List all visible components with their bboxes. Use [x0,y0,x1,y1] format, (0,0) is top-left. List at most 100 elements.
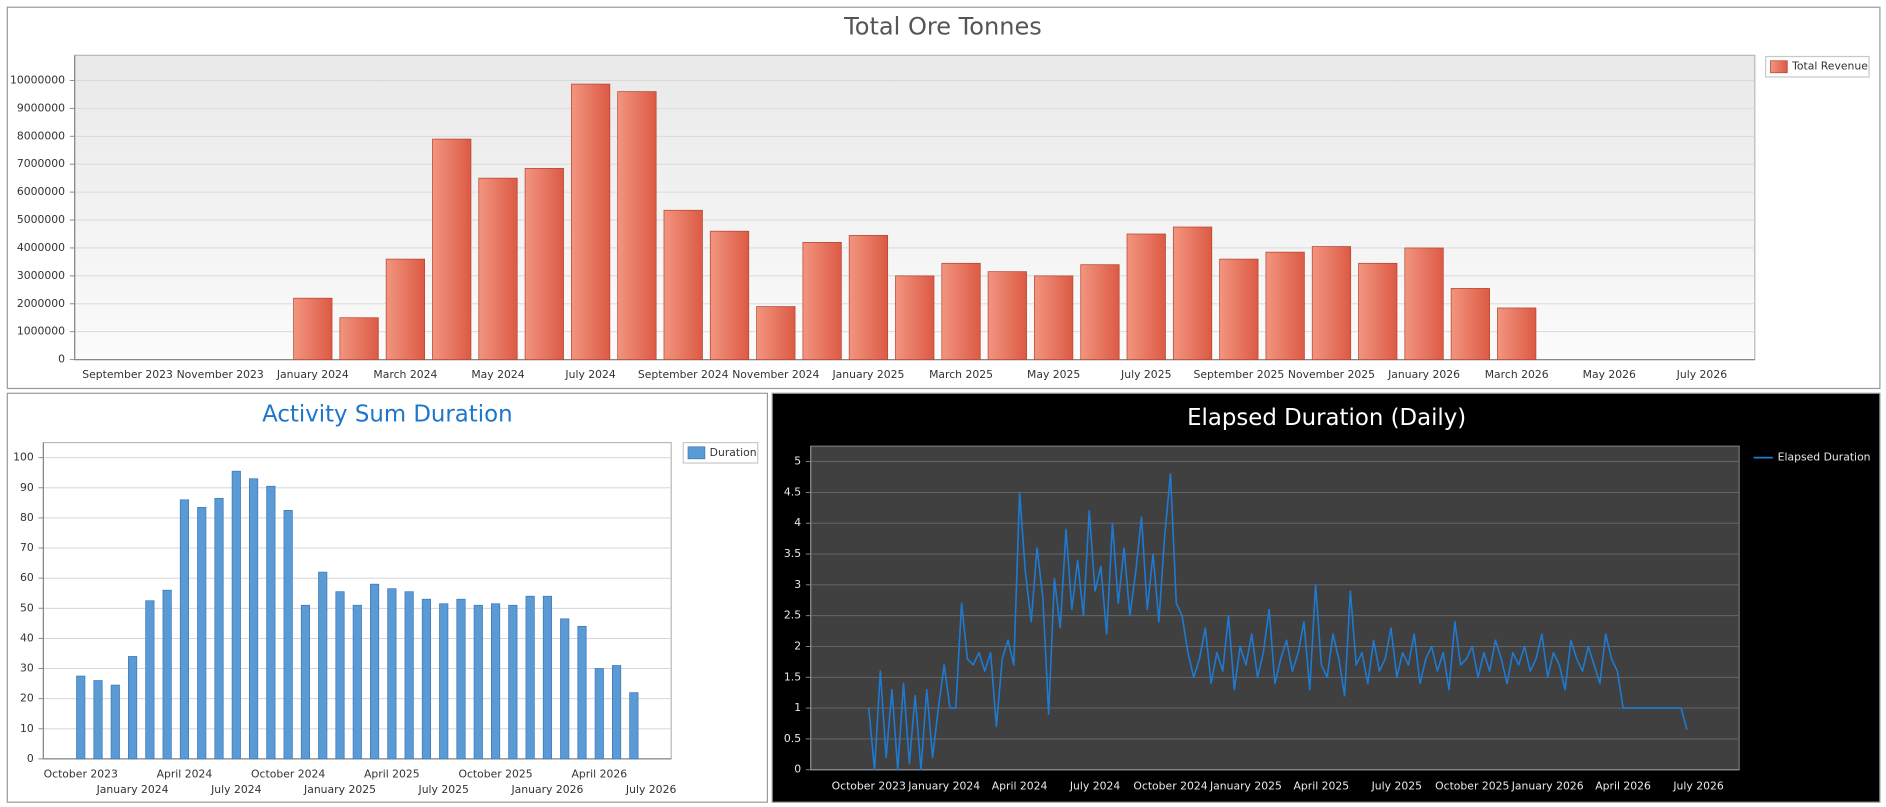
bar [1126,233,1166,360]
bar [266,485,276,760]
y-tick-label: 60 [20,571,34,584]
x-tick-label: April 2025 [364,768,420,781]
bar [231,470,241,760]
y-tick-label: 3.5 [784,547,801,560]
bar [318,571,328,760]
bar [439,603,449,760]
bar [895,275,935,360]
legend-box [1765,55,1870,78]
bar [629,692,639,760]
x-tick-label: January 2024 [276,368,349,381]
bar [76,675,86,760]
bar [594,668,604,760]
bar [1080,264,1120,360]
x-tick-label: March 2026 [1485,368,1549,381]
chart-title: Total Ore Tonnes [843,13,1042,41]
bar [249,478,259,760]
y-tick-label: 2.5 [784,609,801,622]
x-tick-label: April 2025 [1294,780,1350,793]
bar [987,271,1027,360]
x-tick-label: January 2026 [510,783,583,796]
x-tick-label: April 2024 [157,768,213,781]
x-tick-label: April 2026 [571,768,627,781]
bar [1358,262,1398,360]
bar [525,595,535,760]
bar [542,595,553,760]
x-tick-label: September 2024 [638,368,729,381]
x-tick-label: July 2025 [418,783,469,796]
y-tick-label: 1000000 [17,325,65,338]
x-tick-label: July 2025 [1120,368,1171,381]
chart-title: Activity Sum Duration [262,401,512,427]
bar [456,598,466,760]
y-tick-label: 8000000 [17,129,65,142]
bar [352,604,362,760]
x-tick-label: July 2024 [1069,780,1121,793]
bar [110,684,120,760]
bar [577,625,587,760]
y-tick-label: 70 [20,541,34,554]
bar [941,262,981,360]
legend-label: Elapsed Duration [1778,451,1871,464]
bar [283,510,293,760]
y-tick-label: 7000000 [17,157,65,170]
x-tick-label: July 2024 [210,783,262,796]
y-tick-label: 5000000 [17,213,65,226]
bar [473,604,483,760]
legend-label: Duration [710,446,757,459]
bar [491,603,501,760]
x-tick-label: January 2025 [831,368,904,381]
y-tick-label: 1.5 [784,670,801,683]
y-tick-label: 50 [20,601,34,614]
bar [802,241,842,360]
bar [339,317,379,360]
x-tick-label: October 2024 [251,768,325,781]
bar [385,258,426,360]
bar [1034,275,1074,360]
bar [617,91,657,360]
x-tick-label: January 2026 [1387,368,1460,381]
x-tick-label: January 2025 [1209,780,1282,793]
chart-title: Elapsed Duration (Daily) [1187,405,1466,431]
bar [370,583,380,760]
x-tick-label: October 2023 [44,768,118,781]
bar [93,680,103,760]
x-tick-label: October 2024 [1133,780,1207,793]
y-tick-label: 9000000 [17,101,65,114]
y-tick-label: 4000000 [17,241,65,254]
y-tick-label: 30 [20,662,34,675]
x-tick-label: July 2026 [1672,780,1724,793]
x-tick-label: January 2024 [907,780,980,793]
y-tick-label: 4.5 [784,485,801,498]
bar [1404,247,1444,360]
x-tick-label: January 2026 [1511,780,1584,793]
bar [421,598,432,760]
y-tick-label: 100 [13,451,34,464]
y-tick-label: 2 [794,639,801,652]
x-tick-label: November 2024 [732,368,819,381]
bar [612,665,622,760]
bar [432,138,472,360]
y-tick-label: 4 [794,516,801,529]
x-tick-label: July 2026 [1676,368,1728,381]
x-tick-label: July 2024 [564,368,616,381]
x-tick-label: May 2026 [1583,368,1636,381]
y-tick-label: 3 [794,578,801,591]
plot-area [810,445,1740,771]
x-tick-label: April 2024 [992,780,1048,793]
x-tick-label: April 2026 [1595,780,1651,793]
bar [709,230,750,360]
bar [162,589,172,760]
x-tick-label: October 2023 [832,780,906,793]
bar [1172,226,1213,360]
bar [663,209,703,360]
bar [128,656,138,760]
bar [300,604,311,760]
x-tick-label: September 2023 [82,368,173,381]
bar [1311,246,1352,360]
bar [560,618,570,760]
y-tick-label: 1 [794,701,801,714]
